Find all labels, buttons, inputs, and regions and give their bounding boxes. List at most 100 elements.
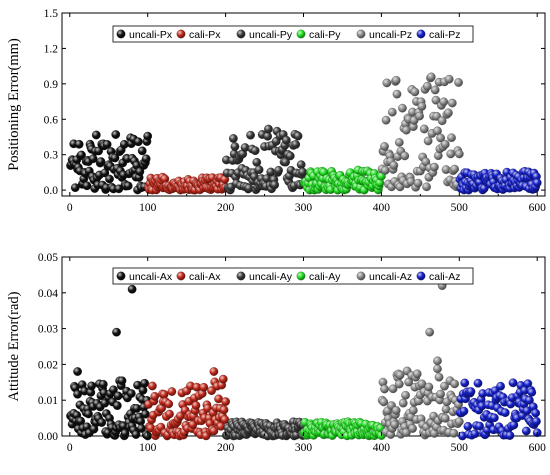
point-uncali-Px (77, 150, 86, 160)
point-uncali-Ax (112, 401, 122, 410)
y-tick-label: 0.01 (38, 395, 58, 407)
point-uncali-Py (250, 146, 260, 155)
legend-label: cali-Az (429, 271, 461, 283)
point-uncali-Pz (437, 116, 447, 126)
y-axis-label: Attitude Error(rad) (6, 291, 22, 401)
point-uncali-Ax (120, 428, 130, 438)
legend-marker (116, 29, 126, 39)
point-uncali-Pz (440, 139, 450, 149)
point-uncali-Pz (430, 85, 440, 95)
point-uncali-Px (134, 137, 143, 147)
point-uncali-Ax (140, 378, 149, 388)
point-uncali-Ax (73, 367, 82, 376)
point-cali-Az (505, 431, 515, 440)
point-uncali-Pz (391, 75, 401, 85)
point-uncali-Ax (126, 389, 136, 398)
point-uncali-Pz (413, 178, 423, 188)
point-uncali-Az (433, 364, 442, 374)
point-uncali-Ax (73, 389, 82, 399)
point-uncali-Pz (436, 133, 445, 143)
point-uncali-Px (111, 130, 121, 139)
y-tick-label: 1.2 (44, 43, 59, 55)
x-tick-label: 0 (67, 202, 73, 214)
legend-box (112, 25, 474, 43)
point-uncali-Py (264, 124, 273, 134)
y-axis-label: Positioning Error(mm) (6, 38, 22, 171)
data-points (66, 281, 542, 441)
legend-marker (116, 271, 126, 281)
point-cali-Ax (209, 367, 219, 376)
legend: uncali-Px cali-Px uncali-Py cali-Py uncali-P… (112, 25, 474, 43)
point-cali-Pz (532, 178, 542, 188)
point-uncali-Pz (398, 103, 407, 113)
x-tick-label: 100 (139, 442, 157, 454)
y-tick-label: 0.6 (44, 114, 59, 126)
point-cali-Ax (218, 374, 228, 384)
x-tick-label: 400 (373, 202, 391, 214)
point-uncali-Az (425, 327, 435, 337)
point-cali-Ax (191, 401, 201, 410)
legend-marker (356, 29, 366, 39)
point-uncali-Pz (380, 166, 390, 175)
point-uncali-Pz (454, 78, 463, 87)
x-tick-label: 500 (451, 442, 469, 454)
data-points (66, 72, 542, 195)
x-tick-label: 100 (139, 202, 157, 214)
point-uncali-Py (298, 167, 308, 177)
y-tick-label: 0.9 (44, 79, 59, 91)
x-tick-label: 200 (217, 202, 235, 214)
legend-marker (176, 271, 186, 281)
point-cali-Ax (167, 387, 177, 396)
point-uncali-Pz (400, 151, 410, 161)
point-uncali-Ax (113, 391, 123, 401)
point-uncali-Pz (401, 125, 411, 135)
point-uncali-Pz (387, 107, 397, 117)
point-cali-Az (496, 381, 505, 391)
point-cali-Az (521, 426, 531, 436)
point-uncali-Az (449, 428, 459, 438)
point-uncali-Az (436, 389, 445, 399)
legend-label: uncali-Az (369, 271, 412, 283)
point-cali-Az (531, 408, 541, 418)
point-uncali-Ax (112, 327, 121, 337)
point-uncali-Az (408, 405, 418, 415)
point-cali-Az (527, 387, 537, 397)
point-uncali-Az (433, 356, 442, 366)
x-tick-label: 600 (529, 442, 547, 454)
point-uncali-Az (379, 397, 389, 407)
legend-marker (236, 29, 246, 39)
point-uncali-Pz (454, 149, 464, 159)
point-uncali-Pz (444, 74, 454, 84)
point-uncali-Py (296, 160, 306, 169)
point-uncali-Py (229, 134, 238, 143)
point-cali-Ax (159, 390, 169, 399)
point-uncali-Py (274, 165, 283, 175)
legend-label: uncali-Ay (249, 271, 293, 283)
point-uncali-Pz (389, 160, 399, 170)
point-uncali-Pz (450, 164, 459, 174)
legend-label: uncali-Py (249, 29, 293, 41)
point-cali-Ax (164, 399, 174, 409)
legend-label: cali-Px (189, 29, 221, 41)
point-cali-Ax (165, 409, 174, 419)
point-uncali-Ax (98, 379, 108, 389)
chart-positioning-error: 0 100 200 300 400 500 600 0.0 0.3 0.6 0.9 1.2 1.5 Pos… (6, 8, 546, 214)
legend-marker (416, 271, 426, 281)
point-uncali-Az (380, 384, 389, 394)
point-uncali-Px (141, 154, 151, 164)
point-uncali-Py (291, 140, 301, 149)
point-cali-Az (525, 395, 534, 405)
legend-marker (356, 271, 366, 281)
point-uncali-Pz (433, 126, 442, 136)
point-uncali-Py (263, 131, 273, 141)
point-uncali-Az (408, 424, 417, 433)
point-uncali-Ax (127, 284, 137, 294)
point-cali-Az (508, 378, 518, 388)
y-tick-label: 0.02 (38, 359, 58, 371)
legend-label: cali-Py (309, 29, 341, 41)
y-tick-label: 0.04 (38, 288, 58, 300)
point-uncali-Az (395, 370, 405, 380)
legend-label: uncali-Ax (129, 271, 173, 283)
point-uncali-Px (143, 131, 153, 141)
